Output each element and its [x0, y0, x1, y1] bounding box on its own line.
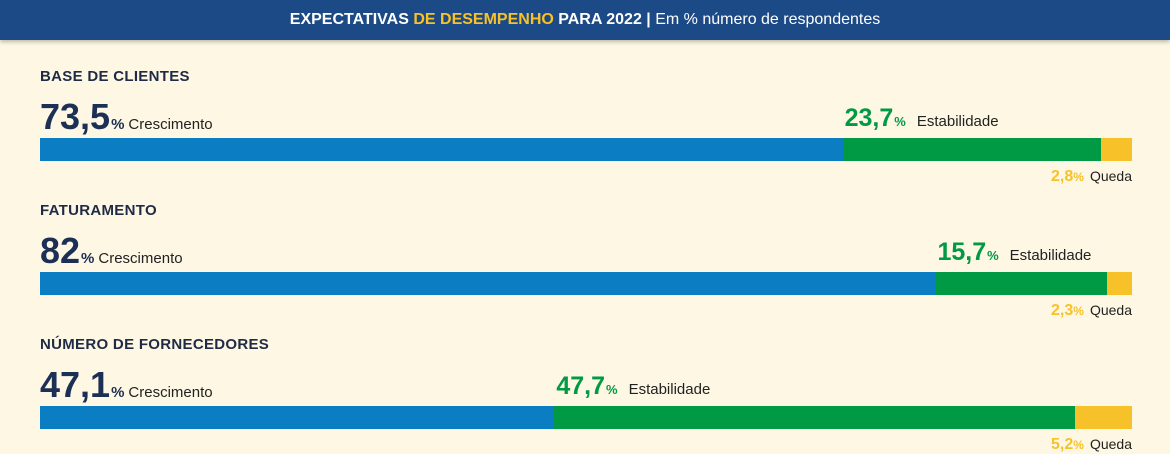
bar-segment-stability — [935, 272, 1107, 295]
stability-label: 23,7% Estabilidade — [845, 106, 999, 131]
decline-value: 2,8 — [1051, 168, 1074, 185]
bar-segment-growth — [40, 272, 936, 295]
stability-word: Estabilidade — [628, 381, 711, 398]
percent-sign: % — [111, 116, 125, 133]
growth-label: 73,5% Crescimento — [40, 99, 213, 135]
stacked-bar — [40, 272, 1132, 295]
growth-label: 47,1% Crescimento — [40, 367, 213, 403]
category-title: BASE DE CLIENTES — [40, 68, 190, 85]
bar-segment-growth — [40, 406, 555, 429]
percent-sign: % — [894, 114, 906, 129]
percent-sign: % — [1073, 304, 1084, 318]
stability-value: 47,7 — [556, 372, 605, 400]
bar-segment-decline — [1101, 138, 1132, 161]
stability-value: 23,7 — [844, 104, 894, 132]
decline-word: Queda — [1089, 168, 1132, 184]
percent-sign: % — [606, 382, 618, 397]
growth-word: Crescimento — [128, 116, 213, 133]
growth-word: Crescimento — [128, 384, 213, 401]
decline-value: 2,3 — [1051, 302, 1074, 319]
bar-segment-decline — [1075, 406, 1132, 429]
decline-word: Queda — [1089, 302, 1132, 318]
header-title-part1: EXPECTATIVAS — [289, 11, 414, 28]
stability-label: 15,7% Estabilidade — [937, 240, 1091, 265]
growth-label: 82% Crescimento — [40, 233, 183, 269]
category-title: FATURAMENTO — [40, 202, 157, 219]
decline-label: 2,3% Queda — [1051, 302, 1132, 320]
growth-value: 73,5 — [40, 96, 111, 137]
growth-value: 82 — [40, 230, 81, 271]
category-title: NÚMERO DE FORNECEDORES — [40, 336, 270, 353]
bar-segment-stability — [842, 138, 1102, 161]
percent-sign: % — [1073, 438, 1084, 452]
decline-label: 2,8% Queda — [1051, 168, 1132, 186]
decline-word: Queda — [1089, 436, 1132, 452]
growth-word: Crescimento — [98, 250, 183, 267]
stability-label: 47,7% Estabilidade — [556, 374, 710, 399]
stability-word: Estabilidade — [916, 113, 999, 130]
chart-header: EXPECTATIVAS DE DESEMPENHO PARA 2022 | E… — [0, 0, 1170, 40]
decline-label: 5,2% Queda — [1051, 436, 1132, 454]
stacked-bar — [40, 406, 1132, 429]
percent-sign: % — [111, 384, 125, 401]
stability-value: 15,7 — [937, 238, 987, 266]
bar-segment-growth — [40, 138, 843, 161]
growth-value: 47,1 — [40, 364, 111, 405]
header-subtitle: Em % número de respondentes — [655, 11, 881, 28]
header-title-part2: PARA 2022 | — [553, 11, 656, 28]
stacked-bar — [40, 138, 1132, 161]
percent-sign: % — [1073, 170, 1084, 184]
percent-sign: % — [81, 250, 95, 267]
decline-value: 5,2 — [1051, 436, 1074, 453]
stability-word: Estabilidade — [1009, 247, 1092, 264]
header-title-highlight: DE DESEMPENHO — [413, 11, 554, 28]
bar-segment-stability — [554, 406, 1076, 429]
bar-segment-decline — [1106, 272, 1132, 295]
percent-sign: % — [987, 248, 999, 263]
